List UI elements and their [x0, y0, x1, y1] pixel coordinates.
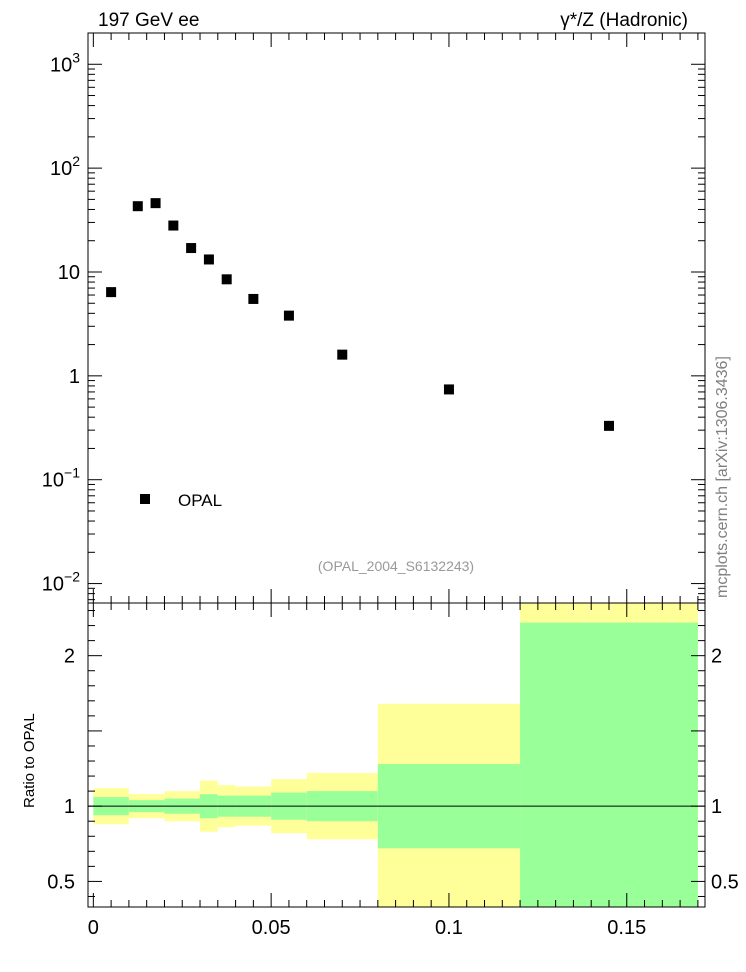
- ratio-ytick-label-left: 0.5: [47, 871, 75, 893]
- data-point: [186, 243, 197, 254]
- side-label: mcplots.cern.ch [arXiv:1306.3436]: [714, 356, 731, 598]
- legend-marker: [140, 494, 150, 504]
- ratio-frame: [87, 602, 706, 908]
- ratio-band-inner: [520, 622, 698, 907]
- data-point: [221, 274, 232, 285]
- legend-label: OPAL: [178, 491, 222, 510]
- ratio-ylabel: Ratio to OPAL: [21, 713, 38, 808]
- data-point: [132, 201, 143, 212]
- axes: [87, 32, 706, 908]
- main-frame: [87, 32, 706, 604]
- ratio-ytick-label-right: 0.5: [711, 871, 739, 893]
- header-right-title: γ*/Z (Hadronic): [560, 10, 688, 31]
- tick-labels: 10−2 10−1 1 10 102 103 0.5 0.5 1 1 2 2 0 0.05 0.1 0.15: [42, 49, 739, 939]
- main-ytick-label: 10−1: [42, 465, 80, 492]
- data-point: [248, 293, 259, 304]
- ratio-ytick-label-left: 2: [64, 646, 75, 668]
- data-point: [337, 349, 348, 360]
- main-ytick-label: 103: [50, 49, 80, 76]
- data-point: [283, 310, 294, 321]
- xtick-label: 0.15: [607, 917, 646, 939]
- main-markers: [106, 198, 614, 431]
- main-ytick-label: 1: [69, 366, 80, 388]
- data-point: [106, 287, 117, 298]
- xtick-label: 0: [88, 917, 99, 939]
- data-point: [443, 384, 454, 395]
- main-ytick-label: 10: [58, 262, 80, 284]
- data-point: [203, 254, 214, 265]
- ratio-ytick-label-left: 1: [64, 796, 75, 818]
- data-point: [603, 420, 614, 431]
- analysis-tag: (OPAL_2004_S6132243): [318, 558, 474, 574]
- main-ytick-label: 10−2: [42, 569, 80, 596]
- ratio-bands: [88, 603, 705, 907]
- xtick-label: 0.05: [252, 917, 291, 939]
- data-point: [150, 198, 161, 209]
- xtick-label: 0.1: [435, 917, 463, 939]
- ratio-ytick-label-right: 2: [711, 646, 722, 668]
- header-left-title: 197 GeV ee: [98, 10, 199, 31]
- ratio-ytick-label-right: 1: [711, 796, 722, 818]
- legend: OPAL: [140, 491, 222, 510]
- main-ytick-label: 102: [50, 153, 80, 180]
- data-point: [168, 220, 179, 231]
